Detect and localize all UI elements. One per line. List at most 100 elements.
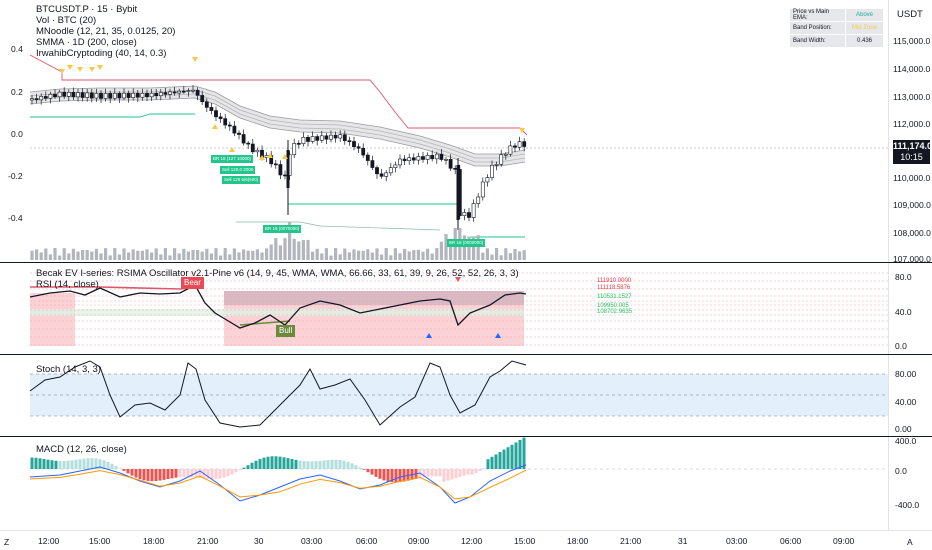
volume-bar bbox=[163, 248, 167, 260]
bull-badge: Bull bbox=[276, 325, 296, 337]
volume-bar bbox=[311, 251, 315, 260]
volume-bar bbox=[370, 252, 374, 260]
candle-body bbox=[356, 146, 361, 149]
macd-chart[interactable] bbox=[0, 437, 888, 530]
volume-bar bbox=[278, 245, 282, 260]
info-row-band-width: Band Width: 0.436 bbox=[789, 34, 884, 48]
macd-histogram-bar bbox=[46, 459, 50, 469]
candle-body bbox=[421, 156, 425, 160]
candle-body bbox=[186, 90, 191, 92]
macd-histogram-bar bbox=[394, 469, 398, 483]
macd-histogram-bar bbox=[274, 456, 278, 469]
macd-histogram-bar bbox=[230, 469, 234, 475]
macd-histogram-bar bbox=[294, 459, 298, 469]
candle-body bbox=[338, 134, 343, 139]
candle-body bbox=[430, 155, 435, 160]
last-price-badge: 111,174.0 10:15 bbox=[893, 140, 932, 164]
trade-tag: Sell 126 6/6(500) bbox=[222, 176, 261, 184]
macd-histogram-bar bbox=[154, 469, 158, 482]
legend-mnoodle[interactable]: MNoodle (12, 21, 35, 0.0125, 20) bbox=[36, 26, 176, 37]
stoch-k-line bbox=[29, 360, 527, 428]
candle-body bbox=[411, 157, 416, 161]
volume-bar bbox=[301, 240, 305, 260]
candlestick-chart[interactable] bbox=[0, 0, 888, 262]
macd-histogram-bar bbox=[106, 461, 110, 469]
info-value: Above bbox=[845, 8, 884, 22]
volume-bar bbox=[71, 248, 75, 260]
candle-body bbox=[112, 92, 117, 99]
volume-bar bbox=[329, 255, 333, 260]
candle-body bbox=[53, 93, 57, 98]
macd-pane[interactable] bbox=[0, 437, 888, 530]
rsi-sell-marker bbox=[455, 277, 461, 282]
macd-histogram-bar bbox=[398, 469, 402, 483]
macd-histogram-bar bbox=[518, 440, 522, 469]
legend-stoch[interactable]: Stoch (14, 3, 3) bbox=[36, 364, 101, 375]
pane-separator[interactable] bbox=[0, 354, 932, 355]
macd-line bbox=[29, 464, 527, 504]
volume-bar bbox=[297, 241, 301, 260]
candle-body bbox=[227, 124, 232, 127]
candle-body bbox=[85, 92, 90, 98]
level-label: 108702.9635 bbox=[597, 309, 633, 315]
volume-bar bbox=[99, 253, 103, 260]
volume-bar bbox=[168, 255, 172, 260]
macd-histogram-bar bbox=[318, 460, 322, 469]
rsi-pane[interactable] bbox=[0, 263, 888, 354]
macd-histogram-bar bbox=[206, 469, 210, 479]
legend-irwahib[interactable]: IrwahibCryptoding (40, 14, 0.3) bbox=[36, 48, 167, 59]
volume-bar bbox=[223, 248, 227, 260]
symbol-title[interactable]: BTCUSDT.P · 15 · Bybit bbox=[36, 4, 138, 15]
volume-bar bbox=[44, 248, 48, 260]
price-tick: 110,000.0 bbox=[893, 173, 931, 183]
pane-separator[interactable] bbox=[0, 262, 932, 263]
volume-bar bbox=[292, 238, 296, 260]
candle-body bbox=[388, 167, 393, 174]
macd-histogram-bar bbox=[470, 469, 474, 475]
legend-macd[interactable]: MACD (12, 26, close) bbox=[36, 444, 127, 455]
legend-volume[interactable]: Vol · BTC (20) bbox=[36, 15, 97, 26]
volume-bar bbox=[334, 248, 338, 260]
buy-signal-marker bbox=[229, 147, 235, 152]
candle-body bbox=[370, 160, 375, 168]
macd-histogram-bar bbox=[462, 469, 466, 476]
macd-histogram-bar bbox=[258, 458, 262, 469]
rsi-buy-marker bbox=[495, 333, 501, 338]
legend-rsi[interactable]: RSI (14, close) bbox=[36, 279, 99, 290]
sell-signal-marker bbox=[77, 67, 83, 72]
volume-bar bbox=[237, 252, 241, 260]
macd-histogram-bar bbox=[290, 458, 294, 469]
volume-bar bbox=[127, 252, 131, 260]
legend-smma[interactable]: SMMA · 1D (200, close) bbox=[36, 37, 137, 48]
macd-histogram-bar bbox=[90, 458, 94, 469]
legend-rsima[interactable]: Becak EV I-series: RSIMA Oscillator v2.1… bbox=[36, 268, 519, 279]
trade-tag: BR 18 (0070000) bbox=[263, 225, 302, 233]
volume-bar bbox=[58, 255, 62, 260]
stoch-pane[interactable] bbox=[0, 355, 888, 436]
volume-bar bbox=[393, 248, 397, 260]
volume-bar bbox=[476, 235, 480, 260]
volume-bar bbox=[462, 235, 466, 260]
macd-histogram-bar bbox=[494, 454, 498, 469]
volume-bar bbox=[490, 254, 494, 260]
sell-signal-marker bbox=[59, 69, 65, 74]
level-label: 111118.5876 bbox=[597, 285, 631, 291]
macd-histogram-bar bbox=[338, 460, 342, 469]
main-pane[interactable] bbox=[0, 0, 888, 262]
macd-histogram-bar bbox=[166, 469, 170, 480]
macd-histogram-bar bbox=[310, 461, 314, 469]
rsi-chart[interactable] bbox=[0, 263, 888, 354]
stoch-chart[interactable] bbox=[0, 355, 888, 436]
timezone-toggle[interactable]: Z bbox=[4, 537, 10, 547]
currency-label[interactable]: USDT bbox=[897, 9, 923, 20]
time-axis[interactable]: Z A 12:00 15:00 18:00 21:00 30 03:00 06:… bbox=[0, 530, 932, 550]
auto-scale-button[interactable]: A bbox=[907, 537, 913, 547]
macd-histogram-bar bbox=[78, 459, 82, 469]
volume-bar bbox=[265, 248, 269, 260]
pane-separator[interactable] bbox=[0, 436, 932, 437]
time-tick: 15:00 bbox=[89, 536, 111, 546]
macd-histogram-bar bbox=[190, 469, 194, 478]
candle-body bbox=[195, 89, 200, 96]
macd-legend: MACD (12, 26, close) bbox=[36, 444, 127, 455]
macd-histogram-bar bbox=[114, 466, 118, 469]
